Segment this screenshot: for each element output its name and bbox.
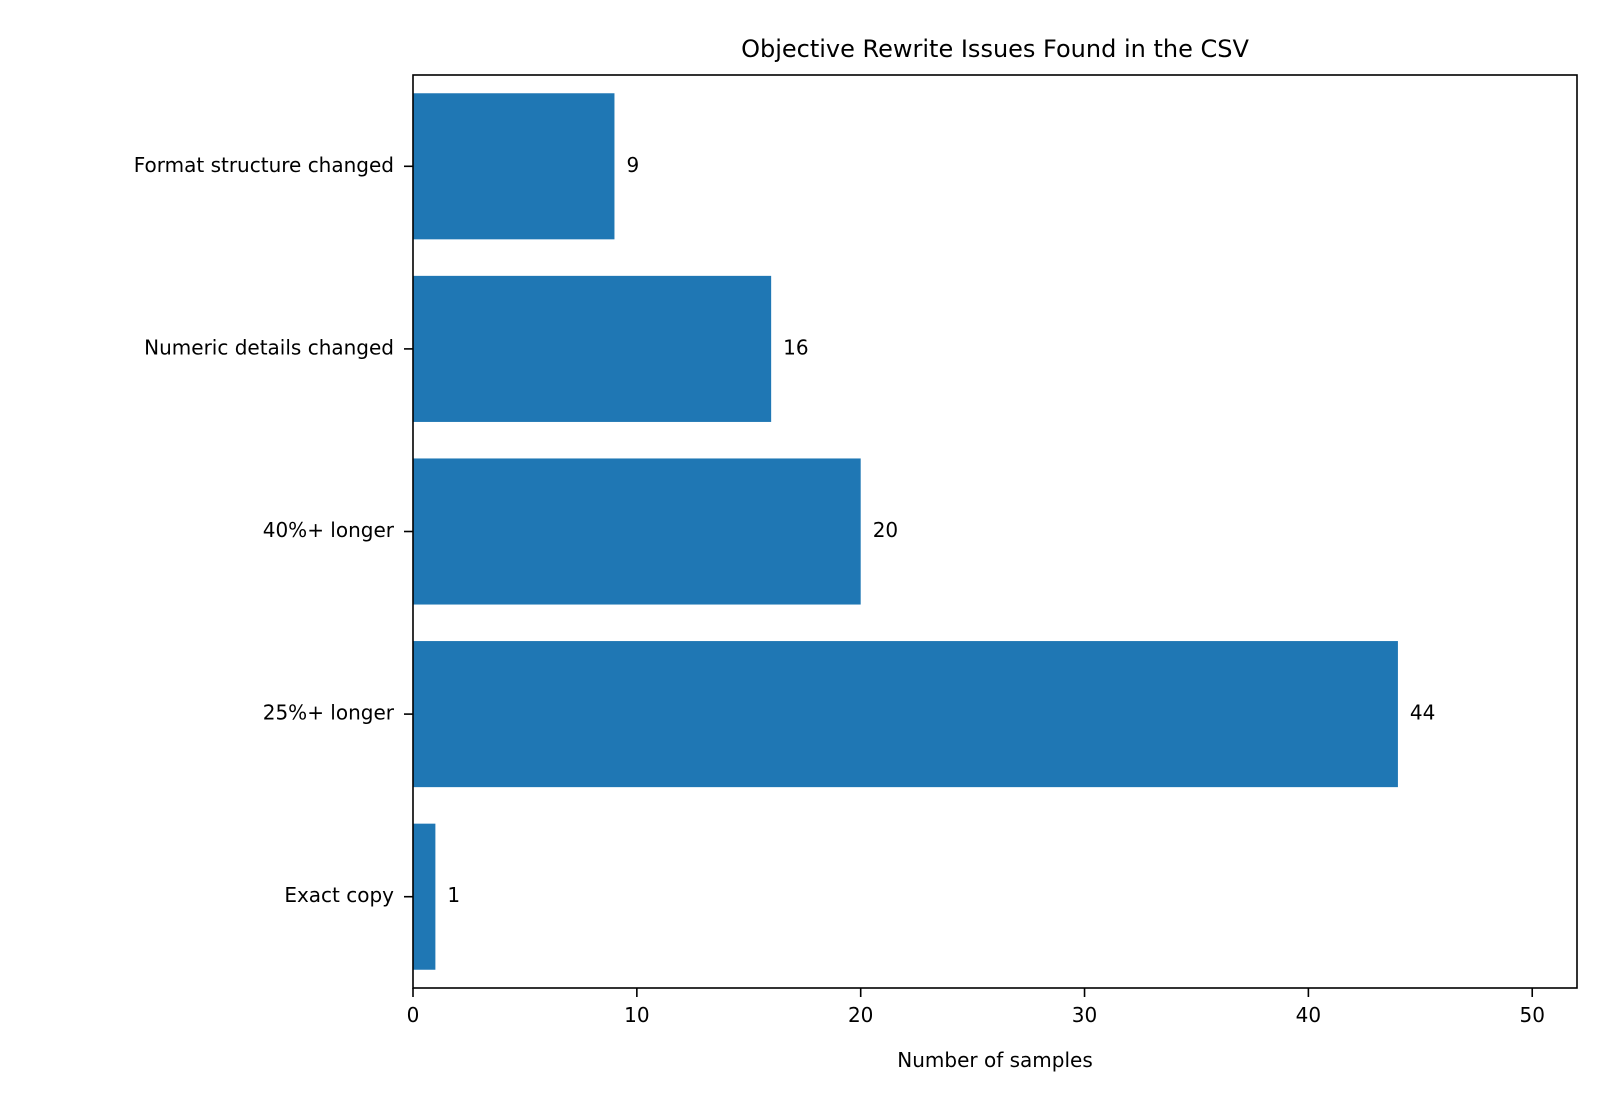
bar-40-longer	[413, 458, 861, 605]
y-tick-label: Numeric details changed	[144, 335, 394, 359]
bar-numeric-details-changed	[413, 275, 772, 422]
ticks-layer: Exact copy 25%+ longer 40%+ longer Numeric …	[134, 153, 1545, 1027]
data-labels-layer: 1 44 20 16 9	[447, 153, 1435, 907]
y-tick-label: 40%+ longer	[263, 518, 395, 542]
y-tick-label: Format structure changed	[134, 153, 394, 177]
x-tick-label: 0	[407, 1003, 420, 1027]
data-label: 44	[1410, 701, 1435, 725]
plot-frame	[412, 74, 1578, 989]
data-label: 1	[447, 883, 460, 907]
data-label: 20	[873, 518, 898, 542]
data-label: 9	[626, 153, 639, 177]
x-tick-label: 30	[1072, 1003, 1097, 1027]
x-tick-label: 50	[1520, 1003, 1545, 1027]
x-tick-label: 20	[848, 1003, 873, 1027]
data-label: 16	[783, 335, 808, 359]
x-axis-label: Number of samples	[897, 1048, 1092, 1072]
x-tick-label: 10	[624, 1003, 649, 1027]
y-tick-label: 25%+ longer	[263, 701, 395, 725]
bar-25-longer	[413, 641, 1398, 788]
bar-format-structure-changed	[413, 93, 615, 240]
x-tick-label: 40	[1296, 1003, 1321, 1027]
chart-title: Objective Rewrite Issues Found in the CS…	[741, 35, 1249, 63]
bars-layer	[413, 93, 1398, 970]
y-tick-label: Exact copy	[284, 883, 394, 907]
bar-exact-copy	[413, 823, 436, 970]
